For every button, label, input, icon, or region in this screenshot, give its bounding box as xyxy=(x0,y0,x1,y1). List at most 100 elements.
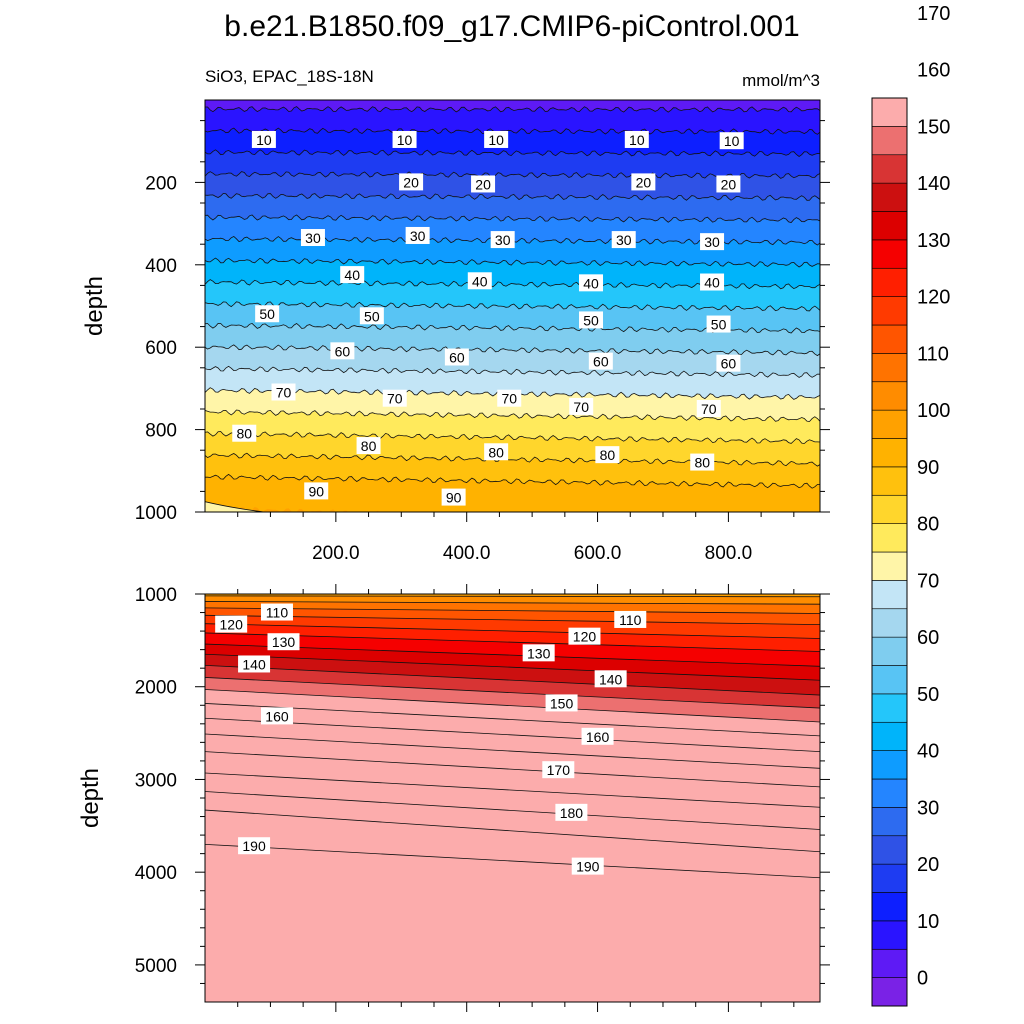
upper-contour-label-bg xyxy=(471,175,496,193)
upper-contour-10 xyxy=(205,127,820,135)
colorbar-box xyxy=(871,353,908,383)
lower-contour-label-bg xyxy=(238,655,271,673)
lower-contour-120 xyxy=(205,623,820,639)
colorbar-box xyxy=(871,948,908,978)
upper-contour-label: 10 xyxy=(256,132,272,148)
upper-contour-label-bg xyxy=(330,342,355,360)
lower-y-tick-label: 4000 xyxy=(135,863,177,884)
upper-contour-label-group: 80 xyxy=(690,453,715,471)
lower-contour-label: 130 xyxy=(527,645,551,661)
upper-contour-label-group: 50 xyxy=(255,305,280,323)
lower-contour-label: 160 xyxy=(265,708,289,724)
upper-contour-label: 60 xyxy=(593,354,609,370)
upper-contour-label-bg xyxy=(467,272,492,290)
upper-contour-label: 30 xyxy=(495,232,511,248)
colorbar-box xyxy=(871,608,908,638)
upper-contour-label-bg xyxy=(579,274,604,292)
upper-contour-label: 60 xyxy=(449,350,465,366)
upper-contour-label-group: 90 xyxy=(441,488,466,506)
colorbar-box xyxy=(871,154,908,184)
upper-contour-label-bg xyxy=(700,273,725,291)
upper-contour-label: 90 xyxy=(446,490,462,506)
upper-contour-label-group: 10 xyxy=(624,130,649,148)
upper-band-95 xyxy=(205,505,820,512)
lower-contour-label-bg xyxy=(594,670,627,688)
upper-contour-label-bg xyxy=(490,231,515,249)
lower-contour-label: 160 xyxy=(586,729,610,745)
lower-contour-105 xyxy=(205,601,820,605)
upper-contour-label-group: 50 xyxy=(706,315,731,333)
colorbar: 0 10 20 30 40 50 60 70 80 90 100 110 120 130 140 150 160… xyxy=(871,3,950,1007)
upper-contour-label: 70 xyxy=(501,391,517,407)
lower-contour-label: 110 xyxy=(266,605,289,621)
upper-contour-label-bg xyxy=(690,453,715,471)
upper-x-tick-label: 800.0 xyxy=(705,543,753,564)
upper-x-tick-label: 400.0 xyxy=(443,543,491,564)
colorbar-box xyxy=(871,750,908,780)
upper-contour-label-group: 20 xyxy=(631,173,656,191)
upper-contour-label: 10 xyxy=(488,132,504,148)
lower-contour-125 xyxy=(205,632,820,652)
lower-contour-label-bg xyxy=(522,644,555,662)
colorbar-box xyxy=(871,296,908,326)
lower-contour-155 xyxy=(205,703,820,737)
variable-label: SiO3, EPAC_18S-18N xyxy=(205,67,374,86)
colorbar-label: 130 xyxy=(917,230,950,252)
lower-contour-label-bg xyxy=(260,603,293,621)
upper-y-tick-label: 600 xyxy=(145,338,177,359)
colorbar-box xyxy=(871,466,908,496)
colorbar-box xyxy=(871,863,908,893)
upper-contour-label-group: 30 xyxy=(405,226,430,244)
upper-contour-label-group: 90 xyxy=(304,482,329,500)
lower-contour-175 xyxy=(205,772,820,808)
colorbar-box xyxy=(871,920,908,950)
upper-contour-30 xyxy=(205,214,820,223)
lower-contour-140 xyxy=(205,665,820,696)
colorbar-box xyxy=(871,835,908,865)
colorbar-box xyxy=(871,324,908,354)
upper-contour-label-bg xyxy=(611,231,636,249)
upper-contour-label-group: 60 xyxy=(444,348,469,366)
upper-contour-label-bg xyxy=(696,400,721,417)
upper-contour-label-group: 10 xyxy=(719,132,744,150)
colorbar-label: 150 xyxy=(917,116,950,138)
upper-contour-65 xyxy=(205,365,820,378)
upper-contour-label: 30 xyxy=(410,228,426,244)
colorbar-box xyxy=(871,182,908,212)
colorbar-label: 20 xyxy=(917,854,939,876)
upper-contour-label-group: 80 xyxy=(595,446,620,464)
colorbar-label: 110 xyxy=(917,343,949,365)
upper-y-tick-label: 200 xyxy=(145,173,177,194)
upper-contour-label-group: 80 xyxy=(484,443,509,461)
upper-contour-label-bg xyxy=(624,130,649,148)
colorbar-label: 30 xyxy=(917,797,939,819)
upper-contour-label: 40 xyxy=(583,275,599,291)
lower-contour-label-bg xyxy=(267,633,300,651)
lower-contour-label: 190 xyxy=(576,859,600,875)
upper-contour-label-bg xyxy=(399,173,424,191)
upper-contour-label-group: 30 xyxy=(300,229,325,247)
colorbar-box xyxy=(871,977,908,1007)
upper-contour-label-bg xyxy=(716,175,741,193)
lower-contour-label-group: 160 xyxy=(260,707,293,725)
colorbar-box xyxy=(871,97,908,127)
upper-contour-label-bg xyxy=(569,397,594,415)
colorbar-box xyxy=(871,494,908,524)
lower-contour-label-group: 150 xyxy=(545,694,578,712)
lower-contour-label-bg xyxy=(555,803,588,821)
upper-contour-label-bg xyxy=(595,446,620,464)
lower-contour-label-bg xyxy=(568,627,601,645)
colorbar-box xyxy=(871,892,908,922)
colorbar-label: 90 xyxy=(917,457,939,479)
upper-contour-label-bg xyxy=(700,233,725,251)
upper-contour-25 xyxy=(205,192,820,201)
upper-contour-label-bg xyxy=(340,266,365,284)
upper-contour-label-bg xyxy=(719,132,744,150)
upper-contour-label-bg xyxy=(271,383,296,401)
colorbar-label: 80 xyxy=(917,514,939,536)
lower-contour-label-group: 130 xyxy=(522,644,555,662)
lower-contour-135 xyxy=(205,653,820,681)
lower-contour-label-group: 160 xyxy=(581,727,614,745)
upper-y-tick-label: 400 xyxy=(145,256,177,277)
